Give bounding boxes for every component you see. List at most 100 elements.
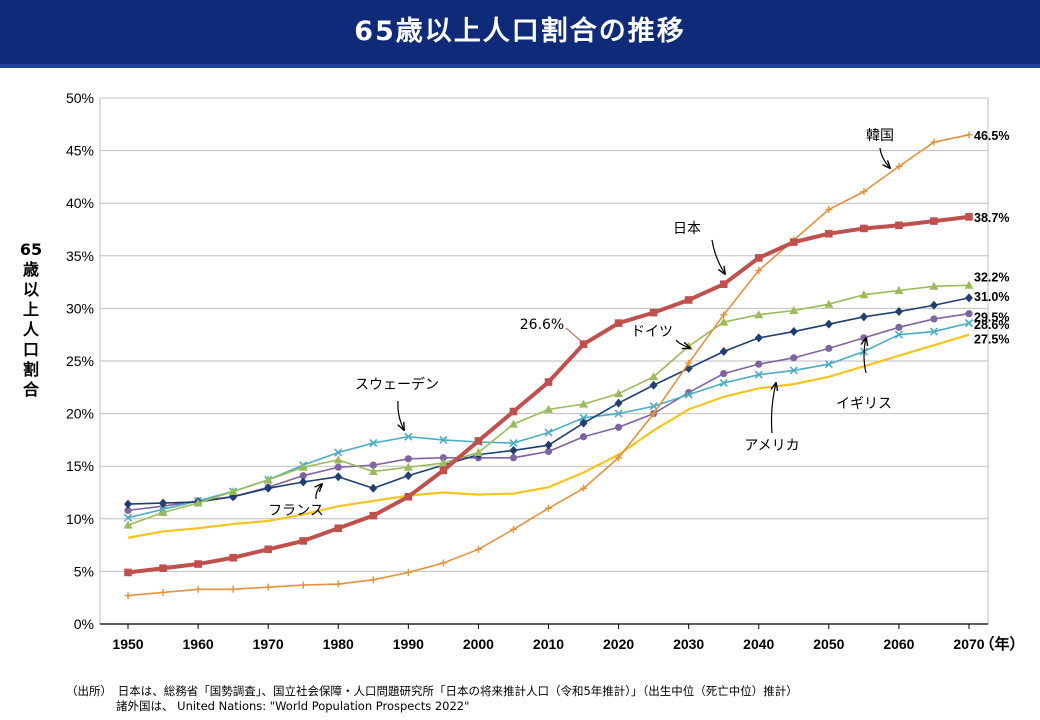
france-point bbox=[614, 398, 623, 408]
x-tick-label: 2000 bbox=[463, 636, 494, 652]
end-label-germany: 32.2% bbox=[974, 270, 1009, 284]
germany-series bbox=[123, 280, 974, 529]
korea-point bbox=[124, 592, 132, 600]
korea-line bbox=[127, 134, 970, 597]
france-point bbox=[719, 347, 728, 357]
sweden-point bbox=[404, 432, 413, 441]
korea-point bbox=[334, 580, 342, 588]
germany-point bbox=[298, 462, 308, 471]
x-tick-label: 2020 bbox=[603, 636, 634, 652]
japan-point bbox=[264, 545, 272, 554]
japan-point bbox=[229, 553, 237, 562]
korea-point bbox=[895, 162, 903, 170]
france-point bbox=[859, 312, 868, 322]
title-banner: 65歳以上人口割合の推移 bbox=[0, 0, 1040, 68]
france-point bbox=[579, 418, 588, 428]
germany-point bbox=[403, 462, 413, 471]
x-tick-label: 1980 bbox=[323, 636, 354, 652]
germany-point bbox=[754, 310, 764, 319]
end-label-uk: 29.5% bbox=[974, 311, 1009, 325]
y-tick-label: 35% bbox=[66, 248, 94, 264]
annotation-germany: ドイツ bbox=[631, 324, 673, 340]
x-tick-label: 1970 bbox=[253, 636, 284, 652]
uk-point bbox=[825, 344, 833, 352]
uk-point bbox=[614, 423, 623, 431]
korea-point bbox=[264, 583, 272, 591]
sweden-point bbox=[334, 448, 343, 457]
france-point bbox=[124, 499, 132, 509]
korea-point bbox=[229, 585, 237, 593]
annotation-arrow-uk bbox=[864, 338, 866, 374]
uk-point bbox=[334, 463, 342, 471]
banner-underline bbox=[0, 64, 1040, 68]
japan-point bbox=[614, 319, 623, 327]
sweden-point bbox=[754, 370, 763, 379]
y-tick-label: 0% bbox=[74, 616, 94, 632]
japan-point bbox=[159, 564, 167, 573]
uk-point bbox=[755, 360, 763, 368]
germany-point bbox=[368, 466, 378, 475]
x-tick-label: 2070 bbox=[953, 636, 984, 652]
korea-point bbox=[860, 188, 868, 196]
uk-point bbox=[860, 334, 868, 342]
korea-point bbox=[194, 585, 202, 593]
japan-point bbox=[684, 296, 693, 304]
annotation-arrow-sweden bbox=[398, 400, 404, 430]
germany-point bbox=[438, 458, 448, 467]
y-tick-label: 30% bbox=[66, 300, 94, 316]
source-note: （出所） 日本は、総務省「国勢調査」、国立社会保障・人口問題研究所「日本の将来推… bbox=[66, 684, 798, 714]
sweden-point bbox=[614, 409, 623, 418]
germany-point bbox=[579, 399, 589, 408]
japan-point bbox=[369, 511, 378, 520]
japan-point bbox=[579, 340, 588, 348]
x-tick-label: 2040 bbox=[743, 636, 774, 652]
japan-point bbox=[754, 254, 763, 262]
uk-point bbox=[965, 310, 973, 318]
france-point bbox=[264, 483, 273, 493]
sweden-point bbox=[649, 402, 658, 411]
germany-point bbox=[789, 306, 799, 315]
korea-point bbox=[580, 484, 588, 492]
uk-point bbox=[369, 461, 377, 469]
germany-point bbox=[193, 498, 203, 507]
uk-point bbox=[720, 370, 728, 378]
x-tick-label: 1950 bbox=[112, 636, 143, 652]
x-tick-label: 1990 bbox=[393, 636, 424, 652]
japan-point bbox=[825, 229, 833, 238]
korea-point bbox=[509, 525, 517, 533]
germany-point bbox=[158, 507, 168, 516]
korea-point bbox=[825, 206, 833, 214]
annotation-japan: 26.6% bbox=[520, 317, 564, 333]
sweden-point bbox=[684, 390, 693, 399]
korea-point bbox=[474, 545, 482, 553]
france-point bbox=[159, 498, 168, 508]
japan-point bbox=[965, 213, 973, 221]
japan-point bbox=[474, 437, 483, 445]
uk-point bbox=[930, 315, 938, 323]
japan-point bbox=[544, 378, 553, 386]
uk-point bbox=[404, 455, 412, 463]
y-tick-label: 25% bbox=[66, 353, 94, 369]
y-axis-label: 65歳以上人口割合 bbox=[19, 240, 43, 399]
korea-point bbox=[439, 559, 447, 567]
x-tick-label: 2050 bbox=[813, 636, 844, 652]
sweden-line bbox=[127, 322, 970, 519]
sweden-point bbox=[544, 428, 553, 437]
korea-point bbox=[545, 504, 552, 512]
uk-point bbox=[439, 454, 447, 462]
germany-point bbox=[123, 520, 133, 529]
y-tick-label: 20% bbox=[66, 406, 94, 422]
end-label-japan: 38.7% bbox=[974, 211, 1009, 225]
germany-point bbox=[614, 389, 624, 398]
uk-point bbox=[790, 354, 798, 362]
korea-point bbox=[299, 581, 307, 589]
japan-point bbox=[509, 407, 518, 416]
annotation-arrow-france bbox=[316, 484, 322, 500]
sweden-point bbox=[929, 327, 939, 336]
uk-point bbox=[579, 433, 588, 441]
annotation-japan: 日本 bbox=[673, 221, 701, 237]
annotation-sweden: スウェーデン bbox=[355, 376, 439, 393]
sweden-point bbox=[719, 379, 728, 388]
sweden-point bbox=[439, 435, 448, 444]
korea-point bbox=[755, 267, 763, 275]
